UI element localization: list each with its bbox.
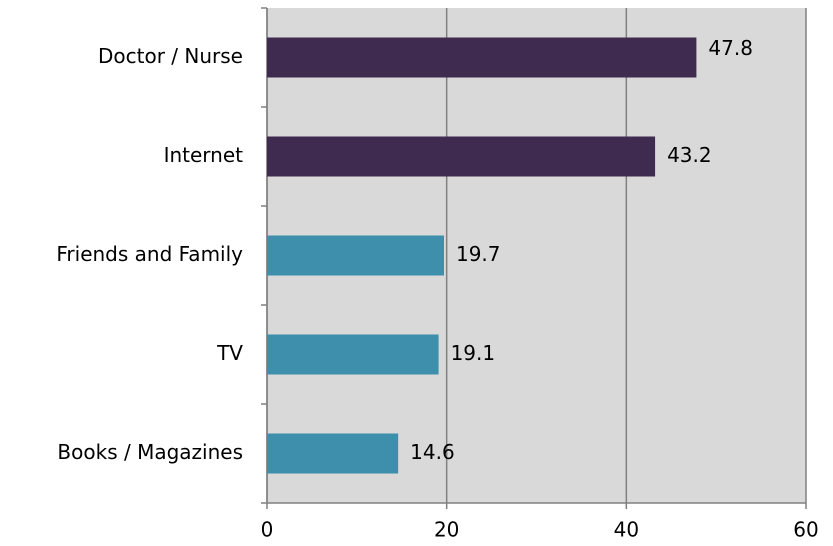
y-tick-label: TV [216,341,243,365]
x-tick-label: 40 [614,518,639,542]
data-label: 43.2 [667,143,712,167]
data-label: 47.8 [708,36,753,60]
bar [267,433,399,474]
bar [267,235,444,276]
x-tick-label: 0 [261,518,274,542]
data-label: 19.7 [456,242,501,266]
x-tick-label: 20 [434,518,459,542]
y-tick-label: Books / Magazines [57,440,243,464]
data-label: 14.6 [410,440,455,464]
data-label: 19.1 [451,341,496,365]
y-tick-label: Friends and Family [56,242,243,266]
bar [267,334,439,375]
bar [267,136,656,177]
x-tick-label: 60 [793,518,818,542]
y-tick-label: Doctor / Nurse [98,44,243,68]
bar [267,37,697,78]
y-tick-label: Internet [164,143,244,167]
